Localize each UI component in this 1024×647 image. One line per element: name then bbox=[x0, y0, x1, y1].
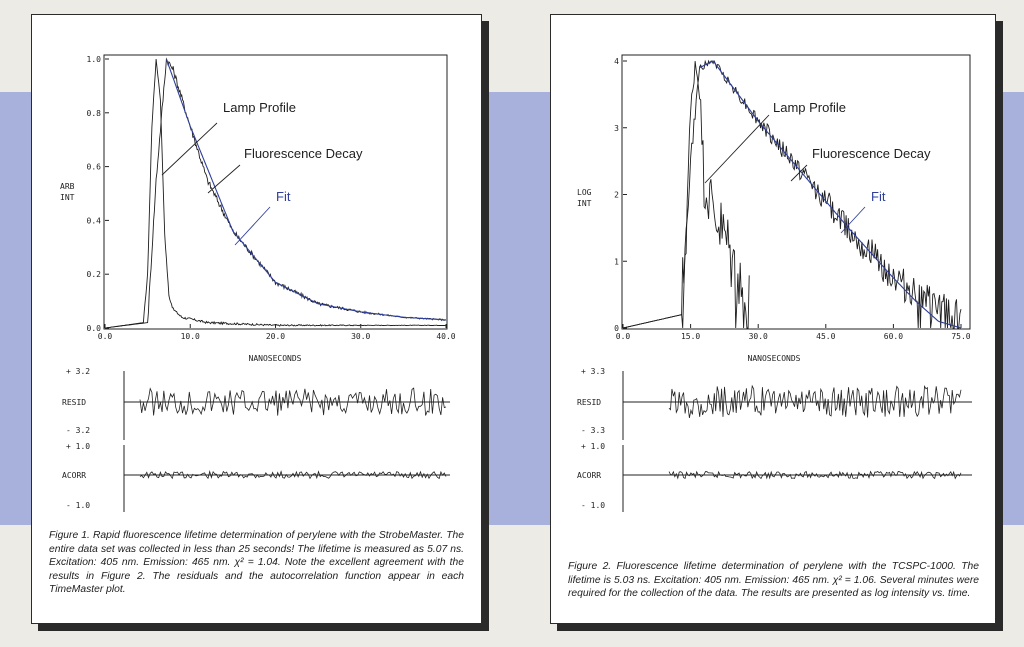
resid-top-label: + 3.3 bbox=[581, 367, 605, 376]
acorr-top-label: + 1.0 bbox=[581, 442, 605, 451]
lamp-profile-label: Lamp Profile bbox=[223, 100, 296, 115]
x-axis-label: NANOSECONDS bbox=[748, 354, 801, 363]
y-tick-label: 3 bbox=[614, 124, 619, 133]
series-lamp-profile-line bbox=[104, 58, 446, 329]
x-tick-label: 15.0 bbox=[681, 332, 700, 341]
autocorrelation-trace bbox=[139, 470, 447, 480]
residuals-trace bbox=[139, 387, 447, 416]
series-fit-line bbox=[165, 58, 446, 321]
residuals-trace bbox=[668, 384, 962, 418]
series-lamp-profile-line bbox=[622, 61, 750, 329]
figure-1-caption: Figure 1. Rapid fluorescence lifetime de… bbox=[49, 530, 464, 596]
x-tick-label: 30.0 bbox=[749, 332, 768, 341]
lamp-leader-line bbox=[161, 122, 218, 176]
fluorescence-decay-label: Fluorescence Decay bbox=[244, 146, 363, 161]
lamp-leader-line bbox=[704, 114, 770, 184]
y-tick-label: 1 bbox=[614, 257, 619, 266]
resid-label: RESID bbox=[62, 398, 86, 407]
fit-label: Fit bbox=[871, 189, 886, 204]
y-axis-label-line1: ARB bbox=[60, 182, 75, 191]
acorr-label: ACORR bbox=[577, 471, 601, 480]
fit-leader-line bbox=[840, 206, 866, 234]
fit-label: Fit bbox=[276, 189, 291, 204]
y-tick-label: 0.6 bbox=[87, 163, 102, 172]
y-tick-label: 0.8 bbox=[87, 109, 102, 118]
resid-top-label: + 3.2 bbox=[66, 367, 90, 376]
series-fluorescence-decay-line bbox=[622, 59, 962, 329]
acorr-bottom-label: - 1.0 bbox=[581, 501, 605, 510]
figure-2-panel: 0 1 2 3 4 0.0 15.0 30.0 45.0 60.0 75.0 LOG INT NA… bbox=[550, 14, 996, 624]
main-plot-frame bbox=[621, 54, 971, 330]
figure-1-chart: 0.0 0.2 0.4 0.6 0.8 1.0 0.0 10.0 20.0 30.0 40.0 A… bbox=[60, 54, 456, 512]
x-tick-label: 40.0 bbox=[436, 332, 455, 341]
fit-leader-line bbox=[234, 206, 271, 246]
figure-1-panel: 0.0 0.2 0.4 0.6 0.8 1.0 0.0 10.0 20.0 30.0 40.0 A… bbox=[31, 14, 482, 624]
y-tick-label: 0.0 bbox=[87, 324, 102, 333]
figure-2-chart: 0 1 2 3 4 0.0 15.0 30.0 45.0 60.0 75.0 LOG INT NA… bbox=[577, 54, 972, 512]
x-tick-label: 10.0 bbox=[181, 332, 200, 341]
acorr-top-label: + 1.0 bbox=[66, 442, 90, 451]
figure-2-caption: Figure 2. Fluorescence lifetime determin… bbox=[568, 561, 979, 600]
lamp-profile-label: Lamp Profile bbox=[773, 100, 846, 115]
x-axis-label: NANOSECONDS bbox=[249, 354, 302, 363]
decay-leader-line bbox=[790, 164, 808, 182]
y-tick-label: 2 bbox=[614, 191, 619, 200]
y-axis-label-line2: INT bbox=[577, 199, 592, 208]
resid-bottom-label: - 3.2 bbox=[66, 426, 90, 435]
x-tick-label: 0.0 bbox=[98, 332, 113, 341]
fluorescence-decay-label: Fluorescence Decay bbox=[812, 146, 931, 161]
y-tick-label: 0.4 bbox=[87, 216, 102, 225]
y-tick-label: 4 bbox=[614, 57, 619, 66]
y-tick-label: 1.0 bbox=[87, 55, 102, 64]
decay-leader-line bbox=[207, 164, 241, 194]
x-tick-label: 20.0 bbox=[266, 332, 285, 341]
acorr-bottom-label: - 1.0 bbox=[66, 501, 90, 510]
x-tick-label: 45.0 bbox=[816, 332, 835, 341]
y-axis-label-line2: INT bbox=[60, 193, 75, 202]
autocorrelation-trace bbox=[668, 470, 962, 480]
main-plot-frame bbox=[103, 54, 448, 330]
x-tick-label: 0.0 bbox=[616, 332, 631, 341]
x-tick-label: 30.0 bbox=[351, 332, 370, 341]
resid-bottom-label: - 3.3 bbox=[581, 426, 605, 435]
x-tick-label: 75.0 bbox=[951, 332, 970, 341]
series-fit-line bbox=[699, 60, 962, 329]
acorr-label: ACORR bbox=[62, 471, 86, 480]
y-axis-label-line1: LOG bbox=[577, 188, 592, 197]
y-tick-label: 0 bbox=[614, 324, 619, 333]
y-tick-label: 0.2 bbox=[87, 270, 102, 279]
x-tick-label: 60.0 bbox=[884, 332, 903, 341]
resid-label: RESID bbox=[577, 398, 601, 407]
